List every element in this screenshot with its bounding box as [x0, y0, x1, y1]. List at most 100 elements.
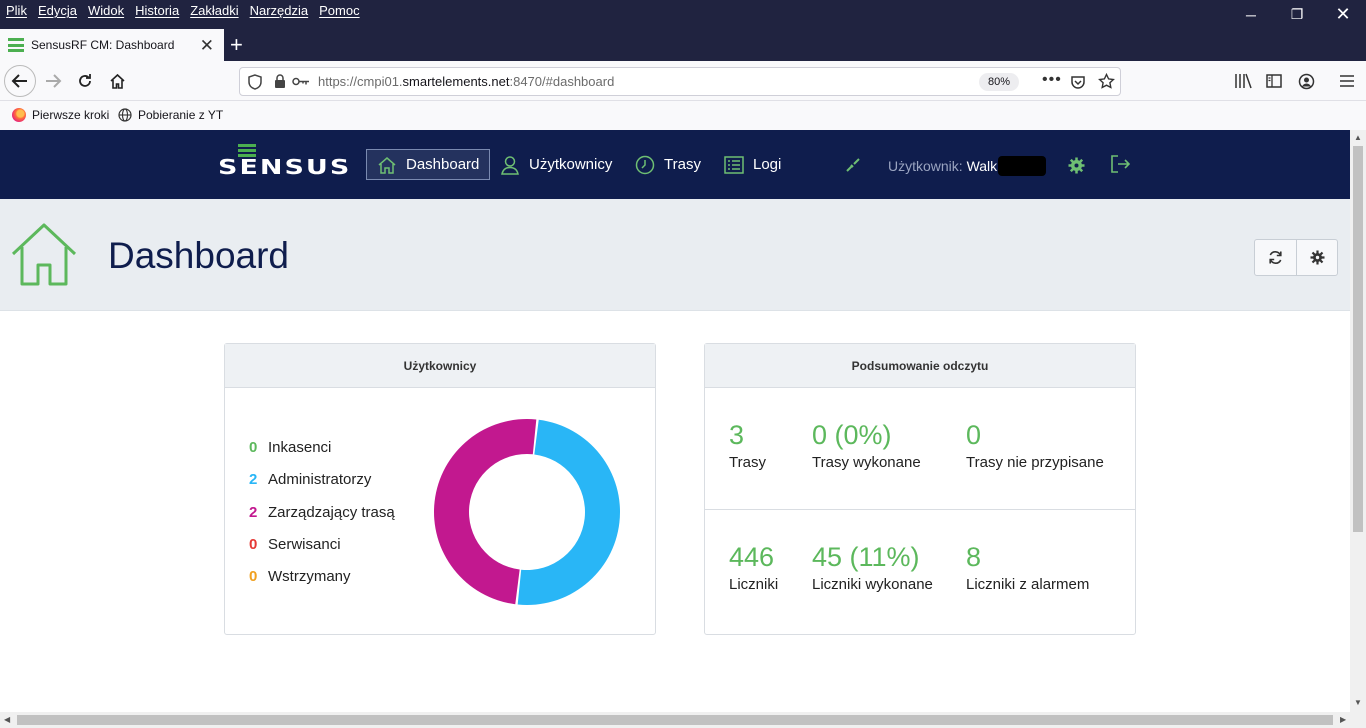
tab-strip: SensusRF CM: Dashboard ✕ + [0, 29, 1366, 61]
legend-item: 0 Serwisanci [249, 536, 395, 568]
refresh-icon [1269, 251, 1282, 264]
gear-icon [1310, 250, 1324, 265]
app-navbar: SENSUS Dashboard Użytkownicy Trasy Logi … [0, 130, 1350, 199]
lock-icon [275, 74, 285, 88]
new-tab-button[interactable]: + [230, 32, 243, 57]
home-icon [378, 156, 396, 174]
legend-count: 0 [249, 568, 258, 586]
forward-button[interactable] [38, 66, 68, 96]
stat-item: 0 Trasy nie przypisane [966, 420, 1104, 471]
settings-gear-icon[interactable] [1068, 157, 1085, 174]
connection-icon[interactable] [845, 157, 861, 173]
stat-value: 45 (11%) [812, 542, 920, 572]
stat-value: 0 [966, 420, 982, 450]
menu-history[interactable]: Historia [135, 3, 180, 18]
url-text[interactable]: https://cmpi01.smartelements.net:8470/#d… [318, 74, 615, 89]
firefox-icon [12, 108, 26, 122]
stat-label: Liczniki wykonane [812, 576, 933, 593]
summary-card-title: Podsumowanie odczytu [705, 344, 1135, 388]
menu-tools[interactable]: Narzędzia [249, 3, 309, 18]
menu-help[interactable]: Pomoc [319, 3, 360, 18]
users-card: Użytkownicy 0 Inkasenci 2 Administratorzy 2 Z… [224, 343, 656, 635]
stat-label: Trasy [729, 454, 766, 471]
legend-count: 0 [249, 439, 258, 456]
key-icon [292, 77, 309, 86]
reload-button[interactable] [70, 66, 100, 96]
tab-dashboard[interactable]: SensusRF CM: Dashboard ✕ [0, 29, 224, 61]
legend-item: 2 Administratorzy [249, 471, 395, 503]
browser-navbar: https://cmpi01.smartelements.net:8470/#d… [0, 61, 1366, 101]
stat-item: 45 (11%) Liczniki wykonane [812, 542, 933, 593]
stat-label: Trasy nie przypisane [966, 454, 1104, 471]
nav-routes[interactable]: Trasy [625, 149, 711, 180]
nav-users[interactable]: Użytkownicy [490, 149, 622, 180]
stat-value: 0 (0%) [812, 420, 892, 450]
current-user: Użytkownik: Walk [888, 158, 998, 174]
close-tab-icon[interactable]: ✕ [199, 36, 214, 55]
pocket-icon[interactable] [1070, 74, 1086, 90]
dashboard-settings-button[interactable] [1296, 240, 1337, 275]
stat-row: 3 Trasy 0 (0%) Trasy wykonane 0 Trasy nie prz… [705, 388, 1135, 509]
menu-file[interactable]: Plik [6, 3, 27, 18]
vertical-scroll-thumb[interactable] [1353, 146, 1363, 532]
library-button[interactable] [1228, 66, 1258, 96]
donut-slice[interactable] [434, 419, 537, 605]
shield-icon [248, 74, 262, 90]
home-icon [109, 73, 125, 89]
bookmark-first-steps[interactable]: Pierwsze kroki [12, 108, 109, 122]
logo-bars-icon [238, 144, 256, 159]
menu-bar: Plik Edycja Widok Historia Zakładki Narz… [6, 3, 360, 18]
star-icon[interactable] [1098, 73, 1115, 90]
horizontal-scrollbar[interactable]: ◀ ▶ [0, 712, 1366, 728]
page-title: Dashboard [108, 235, 290, 276]
menu-view[interactable]: Widok [87, 3, 125, 18]
home-button[interactable] [102, 66, 132, 96]
hamburger-icon [1340, 75, 1354, 87]
logout-icon[interactable] [1110, 155, 1130, 173]
zoom-indicator[interactable]: 80% [979, 73, 1019, 91]
horizontal-scroll-thumb[interactable] [17, 715, 1333, 725]
summary-stats: 3 Trasy 0 (0%) Trasy wykonane 0 Trasy nie prz… [705, 388, 1135, 630]
legend-label: Wstrzymany [268, 568, 351, 586]
refresh-button[interactable] [1255, 240, 1296, 275]
stat-item: 8 Liczniki z alarmem [966, 542, 1089, 593]
donut-slice[interactable] [517, 419, 621, 606]
clock-icon [635, 155, 655, 174]
stat-item: 446 Liczniki [729, 542, 778, 593]
tab-title: SensusRF CM: Dashboard [31, 38, 175, 52]
nav-dashboard[interactable]: Dashboard [366, 149, 491, 180]
menu-bookmarks[interactable]: Zakładki [190, 3, 239, 18]
home-icon [11, 223, 77, 286]
arrow-right-icon [46, 74, 62, 88]
bookmarks-toolbar: Pierwsze kroki Pobieranie z YT [0, 101, 1366, 130]
minimize-button[interactable]: ─ [1246, 6, 1256, 23]
nav-logs[interactable]: Logi [714, 149, 791, 180]
app-menu-button[interactable] [1332, 66, 1362, 96]
back-button[interactable] [4, 65, 36, 97]
close-window-button[interactable]: ✕ [1335, 4, 1351, 24]
vertical-scrollbar[interactable]: ▲ ▼ [1350, 130, 1366, 712]
sidebar-button[interactable] [1259, 66, 1289, 96]
bookmark-youtube-download[interactable]: Pobieranie z YT [118, 108, 223, 122]
restore-button[interactable]: ❐ [1290, 6, 1304, 22]
users-legend: 0 Inkasenci 2 Administratorzy 2 Zarządzający … [249, 439, 395, 600]
account-icon [1298, 73, 1314, 89]
account-button[interactable] [1291, 66, 1321, 96]
user-icon [501, 155, 519, 175]
summary-card: Podsumowanie odczytu 3 Trasy 0 (0%) Trasy w… [704, 343, 1136, 635]
legend-label: Zarządzający trasą [268, 503, 395, 521]
menu-edit[interactable]: Edycja [37, 3, 77, 18]
stat-item: 0 (0%) Trasy wykonane [812, 420, 921, 471]
legend-item: 0 Wstrzymany [249, 568, 395, 600]
url-bar[interactable]: https://cmpi01.smartelements.net:8470/#d… [239, 67, 1121, 96]
redacted-username [998, 156, 1046, 176]
page-actions-icon[interactable]: ••• [1042, 71, 1062, 88]
stat-value: 446 [729, 542, 775, 572]
stat-row: 446 Liczniki 45 (11%) Liczniki wykonane 8 Lic… [705, 509, 1135, 630]
list-icon [724, 155, 744, 174]
sensus-favicon-icon [8, 38, 24, 52]
stat-value: 8 [966, 542, 982, 572]
page-header: Dashboard [0, 199, 1350, 311]
stat-label: Trasy wykonane [812, 454, 921, 471]
stat-item: 3 Trasy [729, 420, 766, 471]
